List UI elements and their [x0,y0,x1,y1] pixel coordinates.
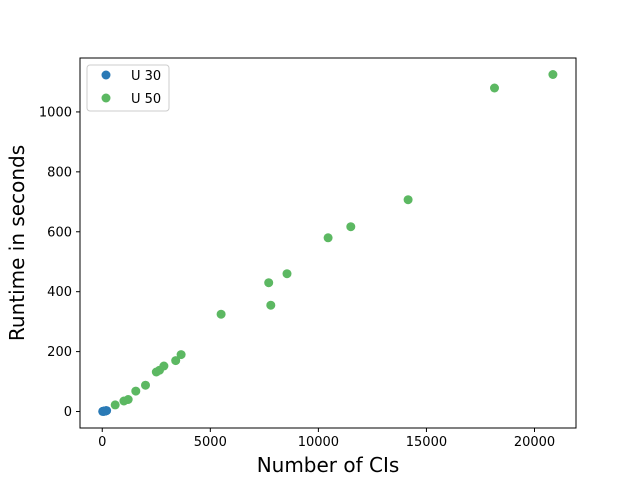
y-axis-ticks: 0 200 400 600 800 1000 [39,105,80,420]
data-point-u50 [403,195,413,205]
legend-marker-u50 [101,93,111,103]
legend-label-u50: U 50 [131,92,161,107]
x-tick-label: 10000 [298,435,339,450]
data-point-u50 [131,386,141,396]
data-point-u50 [264,278,274,288]
y-tick-label: 200 [47,345,72,360]
data-point-u50 [282,269,292,279]
y-tick-label: 400 [47,285,72,300]
data-point-u50 [123,395,133,404]
legend-marker-u30 [101,70,111,80]
x-tick-label: 15000 [406,435,447,450]
x-axis-ticks: 0 5000 10000 15000 20000 [98,428,555,450]
data-point-u50 [323,233,333,243]
legend: U 30 U 50 [86,64,170,112]
y-tick-label: 800 [47,165,72,180]
data-point-u50 [171,356,181,366]
x-tick-label: 0 [98,435,106,450]
data-point-u50 [176,350,186,360]
plot-area-frame [79,57,577,429]
y-axis-label: Runtime in seconds [5,145,29,341]
data-point-u30 [101,406,110,416]
y-tick-label: 0 [64,405,72,420]
data-point-u50 [266,300,276,310]
x-tick-label: 20000 [514,435,555,450]
x-axis-label: Number of CIs [257,453,400,477]
points-layer [98,70,558,416]
data-point-u50 [110,400,120,410]
data-point-u50 [548,70,558,79]
data-point-u50 [216,309,226,319]
data-point-u50 [141,380,150,390]
y-tick-label: 600 [47,225,72,240]
legend-label-u30: U 30 [131,69,161,84]
data-point-u50 [490,83,499,93]
data-point-u50 [346,222,356,232]
data-point-u50 [159,361,169,371]
y-tick-label: 1000 [39,105,72,120]
x-tick-label: 5000 [194,435,227,450]
